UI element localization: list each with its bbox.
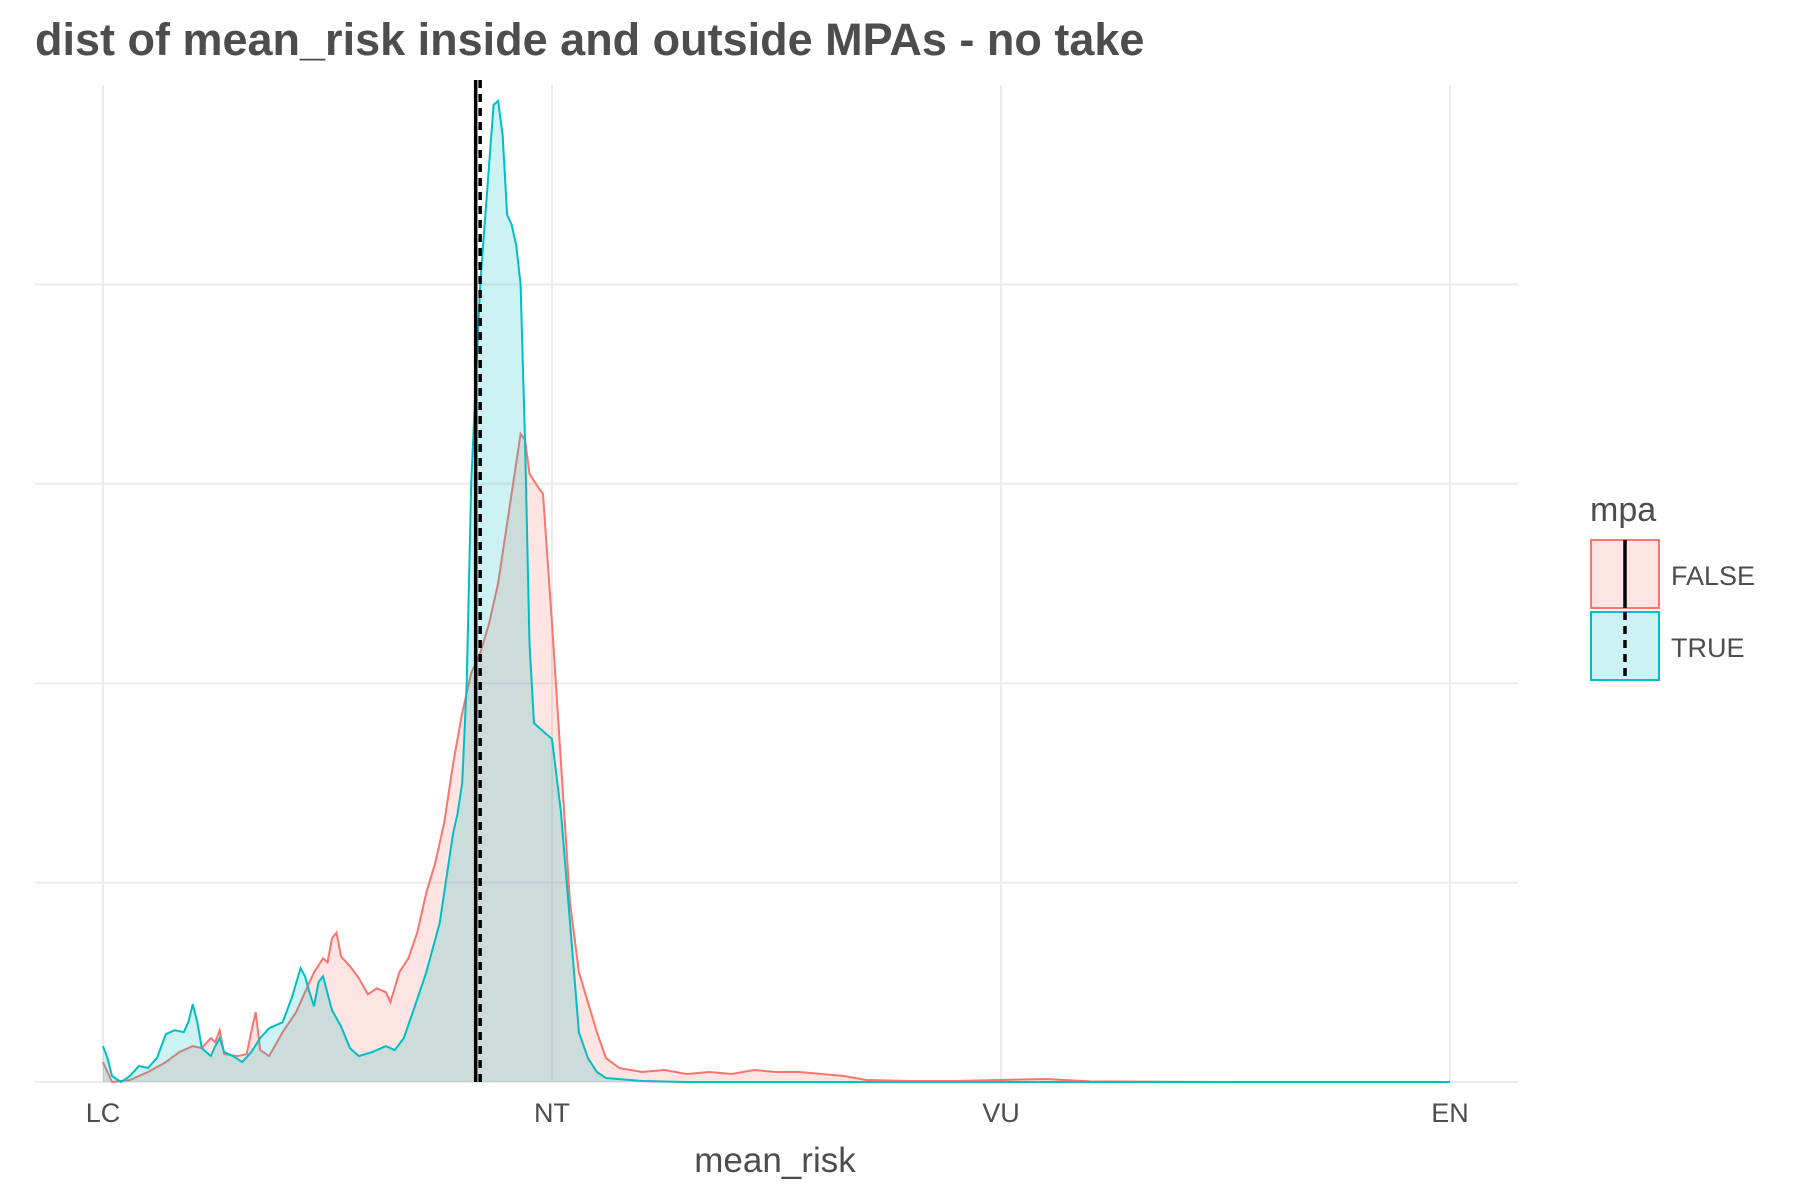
legend-label-false: FALSE [1671,561,1755,591]
grid-lines [35,85,1518,1083]
density-line-false [102,431,1450,1084]
chart-title: dist of mean_risk inside and outside MPA… [35,14,1145,65]
x-axis-ticks: LC NT VU EN [86,1098,1469,1128]
density-line-true [102,99,1450,1084]
x-tick-label: LC [86,1098,121,1128]
x-axis-title: mean_risk [694,1141,856,1180]
mean-lines [473,80,482,1082]
density-series [102,99,1450,1084]
x-tick-label: NT [534,1098,570,1128]
legend-items: FALSE TRUE [1590,539,1755,681]
x-tick-label: VU [982,1098,1020,1128]
legend: mpa FALSE TRUE [1590,491,1755,681]
legend-title: mpa [1590,491,1656,529]
density-area-true [103,101,1450,1082]
legend-label-true: TRUE [1671,633,1745,663]
x-tick-label: EN [1431,1098,1469,1128]
